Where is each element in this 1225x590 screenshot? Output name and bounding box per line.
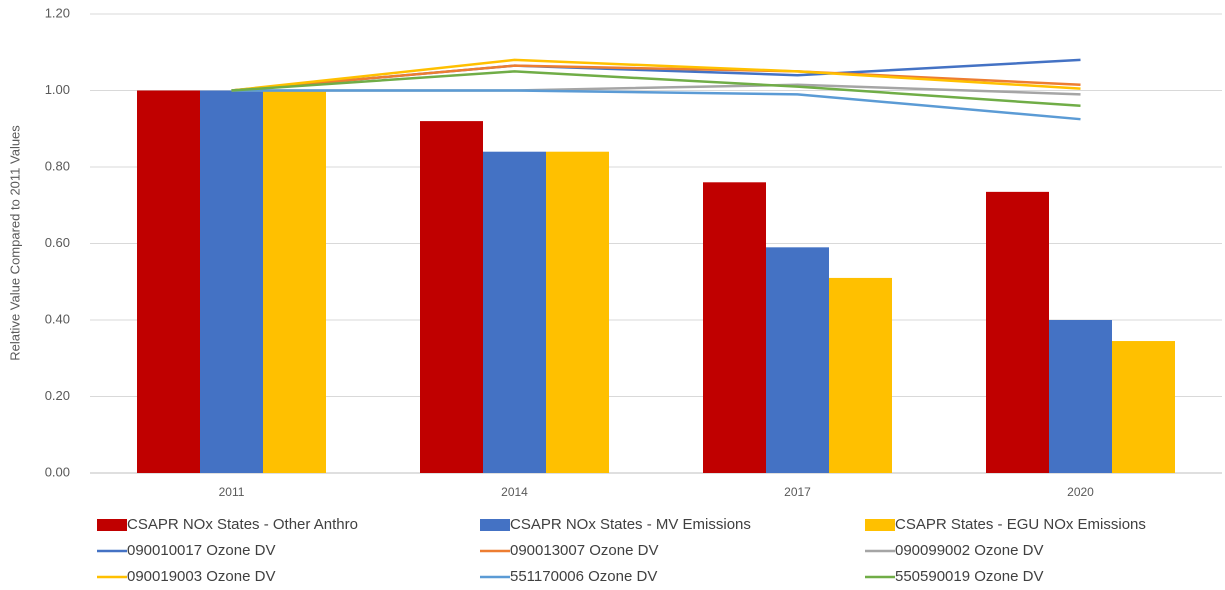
legend-label: CSAPR States - EGU NOx Emissions bbox=[895, 516, 1146, 533]
bar bbox=[137, 90, 200, 473]
x-tick-label: 2020 bbox=[1067, 485, 1094, 499]
legend-label: 090010017 Ozone DV bbox=[127, 542, 275, 559]
bar bbox=[263, 90, 326, 473]
y-tick-label: 1.00 bbox=[45, 82, 70, 97]
legend-label: CSAPR NOx States - Other Anthro bbox=[127, 516, 358, 533]
line bbox=[231, 89, 1081, 121]
bar bbox=[766, 247, 829, 473]
y-axis-label: Relative Value Compared to 2011 Values bbox=[7, 125, 22, 361]
y-tick-label: 0.60 bbox=[45, 235, 70, 250]
line bbox=[231, 70, 1081, 108]
legend-label: 551170006 Ozone DV bbox=[510, 568, 657, 585]
y-tick-label: 0.80 bbox=[45, 158, 70, 173]
legend-swatch bbox=[480, 519, 510, 531]
legend-label: 090099002 Ozone DV bbox=[895, 542, 1043, 559]
line bbox=[231, 58, 1081, 92]
y-tick-label: 0.20 bbox=[45, 388, 70, 403]
bar bbox=[986, 191, 1049, 474]
bar bbox=[200, 90, 263, 473]
legend-label: 090019003 Ozone DV bbox=[127, 568, 275, 585]
bar bbox=[546, 151, 609, 473]
legend-label: CSAPR NOx States - MV Emissions bbox=[510, 516, 751, 533]
legend-label: 550590019 Ozone DV bbox=[895, 568, 1043, 585]
line bbox=[231, 64, 1081, 92]
x-tick-label: 2011 bbox=[219, 485, 245, 499]
x-tick-label: 2014 bbox=[501, 485, 528, 499]
y-tick-label: 0.00 bbox=[45, 464, 70, 479]
legend-label: 090013007 Ozone DV bbox=[510, 542, 658, 559]
x-tick-label: 2017 bbox=[784, 485, 811, 499]
y-tick-label: 1.20 bbox=[45, 5, 70, 20]
legend-swatch bbox=[97, 519, 127, 531]
bar bbox=[703, 182, 766, 474]
bar bbox=[829, 277, 892, 473]
y-tick-label: 0.40 bbox=[45, 311, 70, 326]
legend-swatch bbox=[865, 519, 895, 531]
bar bbox=[420, 121, 483, 473]
bar bbox=[1112, 341, 1175, 473]
bar bbox=[1049, 320, 1112, 473]
bar bbox=[483, 151, 546, 473]
